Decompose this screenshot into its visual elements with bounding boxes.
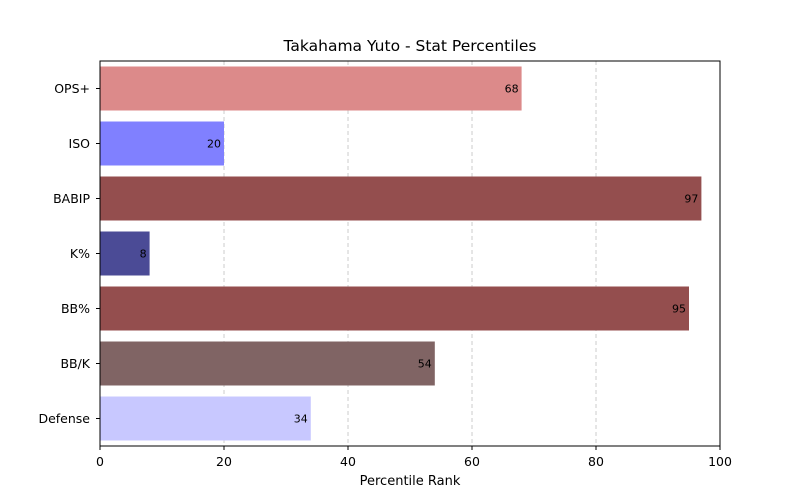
y-tick-label: Defense — [38, 411, 90, 426]
x-tick-label: 100 — [708, 454, 732, 469]
bars: 68 20 97 8 95 54 34 — [100, 66, 702, 441]
bar-defense — [100, 396, 311, 441]
bar-bb- — [100, 286, 689, 331]
bar-babip — [100, 176, 702, 221]
x-tick-label: 20 — [216, 454, 232, 469]
bar-value-label: 68 — [505, 83, 519, 96]
bar-value-label: 97 — [684, 193, 698, 206]
x-tick-label: 80 — [588, 454, 604, 469]
x-tick-label: 0 — [96, 454, 104, 469]
axes: 0 20 40 60 80 100 OPS+ ISO BABIP K% BB% BB/K Defense — [38, 60, 732, 469]
grid-lines — [99, 61, 721, 446]
bar-value-label: 54 — [418, 358, 432, 371]
x-axis-title: Percentile Rank — [360, 474, 461, 489]
bar-k- — [100, 231, 150, 276]
y-tick-label: OPS+ — [54, 81, 90, 96]
plot-frame — [99, 60, 721, 447]
x-tick-label: 40 — [340, 454, 356, 469]
y-tick-label: K% — [70, 246, 90, 261]
y-tick-label: BABIP — [53, 191, 90, 206]
bar-ops- — [100, 66, 522, 111]
x-tick-label: 60 — [464, 454, 480, 469]
bar-iso — [100, 121, 224, 166]
bar-value-label: 95 — [672, 303, 686, 316]
y-tick-label: BB/K — [60, 356, 90, 371]
bar-value-label: 8 — [140, 248, 147, 261]
bar-bb-k — [100, 341, 435, 386]
y-tick-label: ISO — [69, 136, 91, 151]
bar-value-label: 20 — [207, 138, 221, 151]
bar-value-label: 34 — [294, 413, 308, 426]
y-tick-label: BB% — [61, 301, 90, 316]
chart-title: Takahama Yuto - Stat Percentiles — [283, 37, 537, 55]
